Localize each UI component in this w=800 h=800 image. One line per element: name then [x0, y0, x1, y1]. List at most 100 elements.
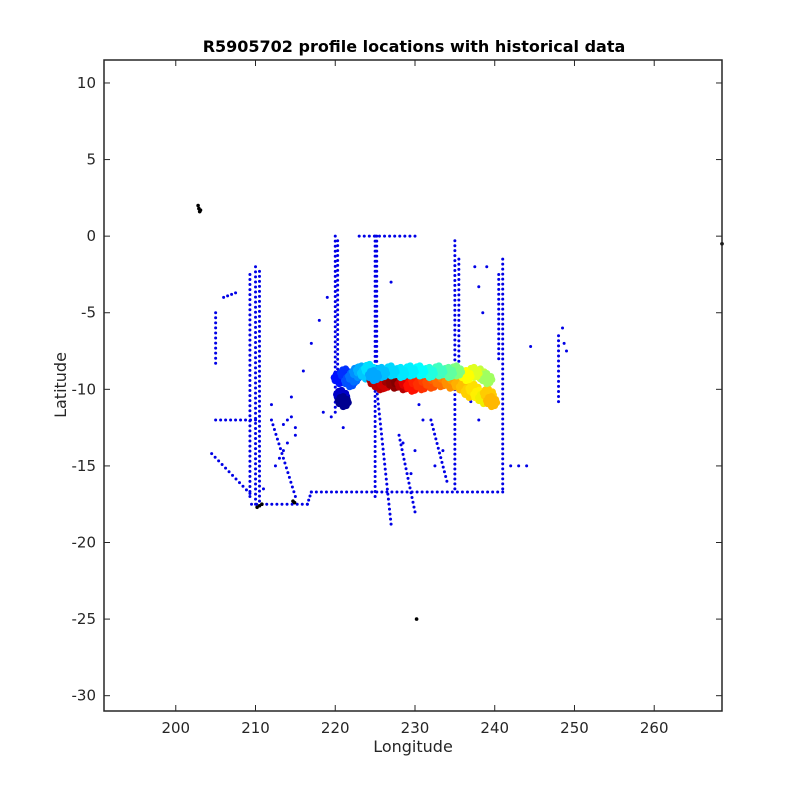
historical-point [430, 490, 434, 494]
historical-point [453, 323, 457, 327]
historical-point [457, 329, 461, 333]
historical-point [457, 334, 461, 338]
historical-point [453, 343, 457, 347]
historical-point [501, 432, 505, 436]
historical-point [402, 457, 406, 461]
historical-point [336, 263, 340, 267]
historical-point [333, 274, 337, 278]
historical-point [387, 502, 391, 506]
historical-point [377, 412, 381, 416]
historical-point [375, 359, 379, 363]
historical-point [375, 239, 379, 243]
historical-point [453, 278, 457, 282]
historical-point [375, 249, 379, 253]
historical-point [254, 295, 258, 299]
historical-point [248, 333, 252, 337]
historical-point [324, 490, 328, 494]
historical-point [254, 285, 258, 289]
historical-point [440, 490, 444, 494]
historical-point [501, 452, 505, 456]
historical-point [254, 411, 258, 415]
historical-point [385, 490, 389, 494]
historical-point [420, 490, 424, 494]
historical-point [373, 419, 377, 423]
historical-point [234, 291, 238, 295]
historical-point [501, 302, 505, 306]
historical-point [561, 326, 565, 330]
x-tick-label: 260 [640, 719, 669, 737]
historical-point [254, 371, 258, 375]
historical-point [257, 369, 261, 373]
historical-point [254, 381, 258, 385]
historical-point [254, 290, 258, 294]
historical-point [557, 400, 561, 404]
historical-point [308, 494, 312, 498]
historical-point [270, 502, 274, 506]
historical-point [497, 352, 501, 356]
historical-point [277, 442, 281, 446]
historical-point [501, 307, 505, 311]
historical-point [431, 427, 435, 431]
historical-point [230, 292, 234, 296]
historical-point [254, 418, 258, 422]
historical-point [441, 449, 445, 453]
historical-point [248, 328, 252, 332]
historical-point [345, 490, 349, 494]
outlier-point [414, 617, 419, 621]
historical-point [254, 401, 258, 405]
historical-point [373, 475, 377, 479]
historical-point [319, 490, 323, 494]
historical-point [501, 467, 505, 471]
historical-point [375, 254, 379, 258]
historical-point [329, 415, 333, 419]
historical-point [248, 444, 252, 448]
historical-point [435, 442, 439, 446]
historical-point [375, 274, 379, 278]
historical-point [453, 437, 457, 441]
historical-point [293, 433, 297, 437]
historical-point [413, 449, 417, 453]
historical-point [281, 423, 285, 427]
historical-point [254, 336, 258, 340]
historical-point [248, 318, 252, 322]
profile-marker [364, 366, 383, 385]
historical-point [453, 293, 457, 297]
historical-point [257, 359, 261, 363]
historical-point [250, 502, 254, 506]
y-axis-ticks: 10 5 0 -5 -10 -15 -20 -25 -30 [72, 74, 722, 705]
x-tick-label: 210 [241, 719, 270, 737]
historical-point [273, 464, 277, 468]
historical-point [501, 297, 505, 301]
historical-point [501, 387, 505, 391]
historical-point [557, 339, 561, 343]
historical-point [501, 447, 505, 451]
historical-point [257, 394, 261, 398]
historical-point [254, 396, 258, 400]
historical-point [457, 308, 461, 312]
historical-point [375, 234, 379, 238]
x-tick-label: 220 [321, 719, 350, 737]
historical-point [248, 353, 252, 357]
historical-point [373, 394, 377, 398]
historical-point [254, 366, 258, 370]
historical-point [411, 500, 415, 504]
historical-point [408, 486, 412, 490]
historical-point [453, 442, 457, 446]
historical-point [370, 490, 374, 494]
historical-point [565, 349, 569, 353]
historical-point [325, 295, 329, 299]
historical-point [497, 317, 501, 321]
historical-point [373, 409, 377, 413]
historical-point [333, 284, 337, 288]
historical-point [214, 351, 218, 355]
historical-point [340, 490, 344, 494]
historical-point [445, 490, 449, 494]
historical-point [373, 444, 377, 448]
historical-point [254, 421, 258, 425]
historical-point [365, 490, 369, 494]
historical-point [293, 495, 297, 499]
historical-point [501, 327, 505, 331]
historical-point [501, 417, 505, 421]
historical-point [257, 319, 261, 323]
historical-point [257, 459, 261, 463]
